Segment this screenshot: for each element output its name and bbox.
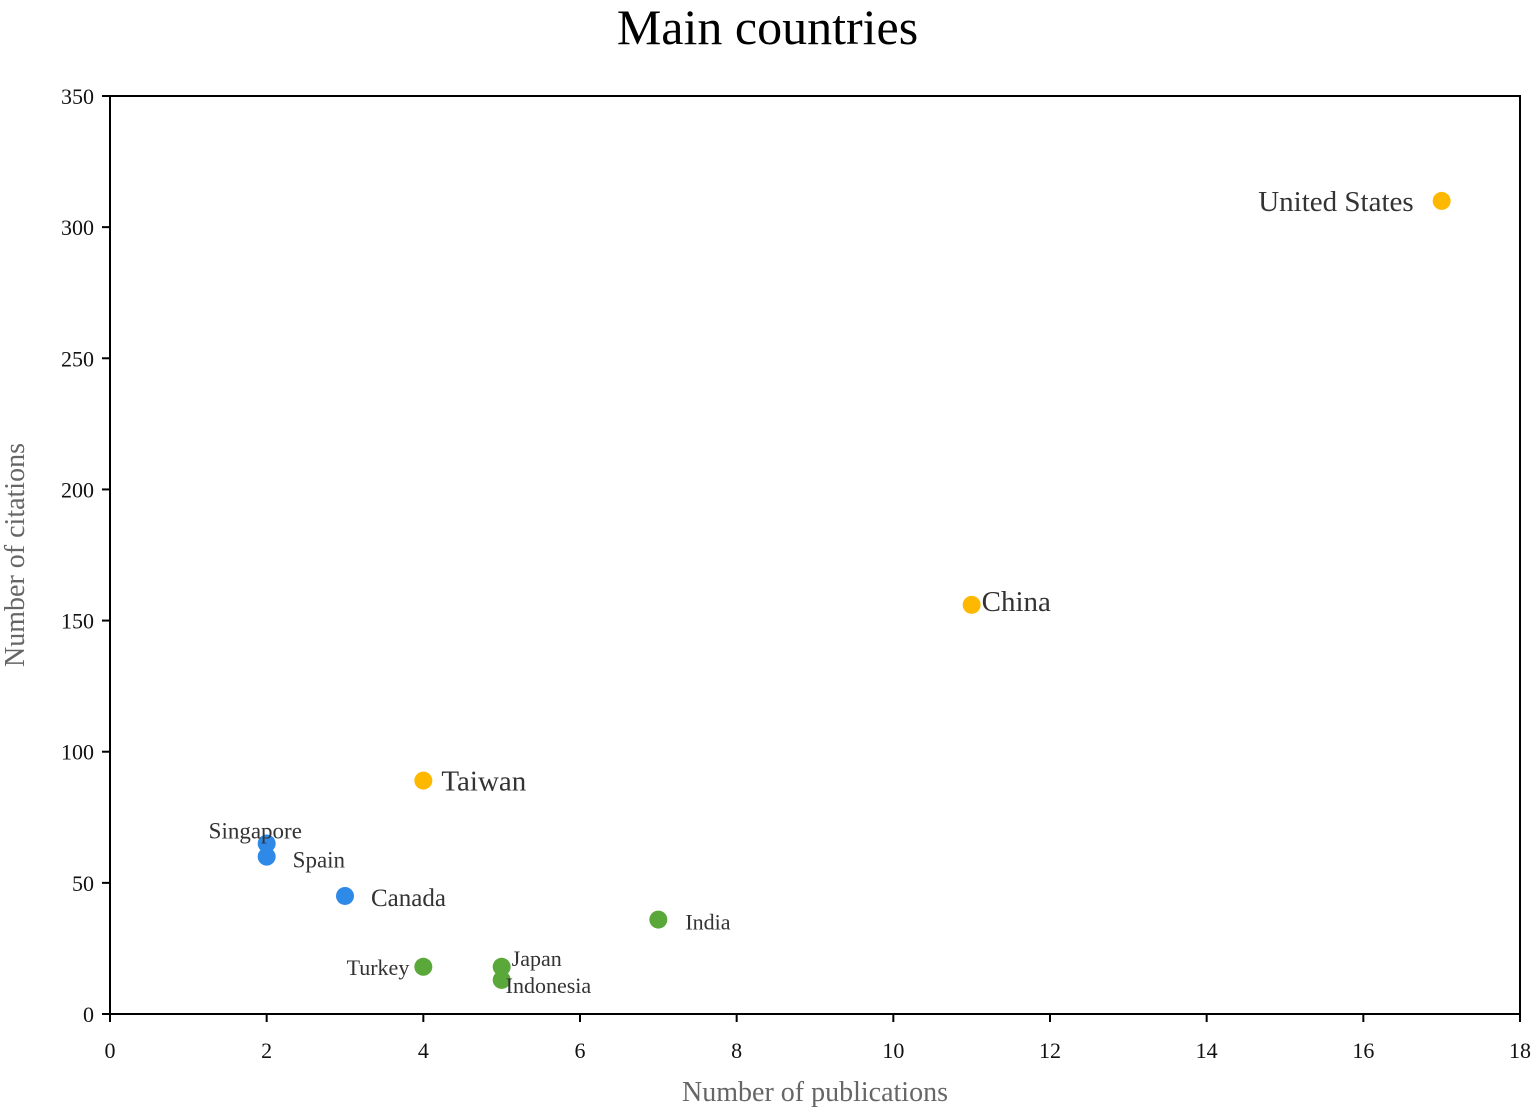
data-point <box>492 970 511 989</box>
x-tick-label: 0 <box>105 1038 116 1063</box>
x-tick-label: 4 <box>418 1038 429 1063</box>
data-point <box>649 910 668 929</box>
y-tick-label: 150 <box>61 609 94 634</box>
data-point-label: Indonesia <box>506 973 592 998</box>
data-point <box>1432 191 1451 210</box>
y-tick-label: 100 <box>61 740 94 765</box>
y-axis-label: Number of citations <box>0 443 31 667</box>
y-tick-label: 0 <box>83 1002 94 1027</box>
data-point <box>414 957 433 976</box>
y-tick-label: 300 <box>61 215 94 240</box>
data-point-label: China <box>982 586 1051 618</box>
data-point <box>257 834 276 853</box>
x-tick-label: 12 <box>1039 1038 1061 1063</box>
data-point <box>336 886 354 905</box>
data-point <box>492 957 511 976</box>
x-axis-label: Number of publications <box>682 1077 948 1108</box>
x-tick-label: 2 <box>261 1038 272 1063</box>
y-tick-label: 50 <box>72 871 94 896</box>
x-tick-label: 16 <box>1352 1038 1374 1063</box>
data-point-label: Japan <box>512 946 562 971</box>
data-point-label: United States <box>1258 186 1413 218</box>
y-tick-label: 200 <box>61 477 94 502</box>
x-tick-label: 10 <box>882 1038 904 1063</box>
data-point-label: Spain <box>293 848 346 873</box>
y-tick-label: 350 <box>61 84 94 109</box>
x-tick-label: 18 <box>1509 1038 1531 1063</box>
data-point-label: India <box>685 910 730 935</box>
x-tick-label: 14 <box>1196 1038 1218 1063</box>
data-point <box>414 771 433 790</box>
data-point-label: Taiwan <box>441 766 526 798</box>
data-point <box>962 595 981 614</box>
data-point-label: Singapore <box>209 819 302 844</box>
x-tick-label: 8 <box>731 1038 742 1063</box>
data-point-label: Canada <box>371 885 446 912</box>
x-tick-label: 6 <box>575 1038 586 1063</box>
y-tick-label: 250 <box>61 346 94 371</box>
data-point-label: Turkey <box>347 955 410 980</box>
plot-area-border <box>109 95 1521 1015</box>
data-point <box>257 847 276 866</box>
chart-title: Main countries <box>616 0 919 55</box>
